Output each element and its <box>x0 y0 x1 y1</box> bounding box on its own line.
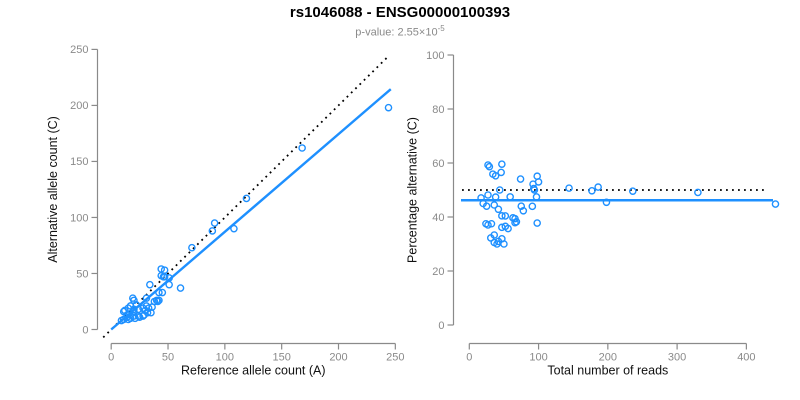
data-point <box>490 201 499 209</box>
data-point <box>528 202 537 211</box>
x-axis-label: Reference allele count (A) <box>181 364 326 378</box>
y-tick-label: 200 <box>70 100 88 112</box>
data-point <box>188 243 196 252</box>
x-tick-label: 200 <box>329 352 347 364</box>
data-point <box>384 103 393 112</box>
data-point <box>495 186 504 194</box>
x-tick-label: 400 <box>737 352 755 364</box>
plot-subtitle: p-value: 2.55×10-5 <box>0 24 800 39</box>
data-point <box>498 212 506 220</box>
data-point <box>497 168 505 177</box>
y-tick-label: 0 <box>438 320 444 332</box>
data-point <box>117 316 126 325</box>
y-tick-label: 0 <box>82 324 88 336</box>
data-point <box>484 161 492 169</box>
data-point <box>142 294 151 302</box>
data-point <box>210 219 219 227</box>
data-point <box>532 193 541 201</box>
x-tick-label: 250 <box>386 352 404 364</box>
pvalue-exponent: -5 <box>437 24 445 33</box>
data-point <box>146 280 154 289</box>
data-point <box>208 227 217 235</box>
data-point <box>155 288 163 297</box>
identity-line <box>102 56 389 338</box>
data-point <box>484 191 492 199</box>
x-tick-label: 100 <box>216 352 234 364</box>
y-tick-label: 80 <box>432 104 444 116</box>
data-point <box>482 202 491 210</box>
x-axis-label: Total number of reads <box>547 364 668 378</box>
data-point <box>485 162 494 171</box>
data-point <box>477 194 485 202</box>
y-axis-label: Alternative allele count (C) <box>46 116 60 263</box>
data-point <box>230 224 238 233</box>
data-point <box>628 187 637 195</box>
y-tick-label: 40 <box>432 212 444 224</box>
data-point <box>517 202 526 210</box>
data-point <box>511 218 519 227</box>
data-point <box>516 175 525 183</box>
data-point <box>771 200 780 208</box>
y-tick-label: 100 <box>426 50 444 62</box>
data-point <box>484 221 492 229</box>
data-point <box>694 188 702 197</box>
data-point <box>565 184 573 192</box>
data-point <box>158 288 167 297</box>
y-tick-label: 150 <box>70 156 88 168</box>
data-point <box>533 219 541 227</box>
y-tick-label: 50 <box>76 268 88 280</box>
data-point <box>501 212 510 220</box>
data-point <box>529 184 538 193</box>
data-point <box>489 170 497 178</box>
x-tick-label: 50 <box>162 352 174 364</box>
data-point <box>506 193 514 201</box>
y-tick-label: 100 <box>70 212 88 224</box>
x-tick-label: 300 <box>668 352 686 364</box>
data-point <box>153 297 162 306</box>
fit-line <box>110 88 392 331</box>
data-point <box>491 193 500 201</box>
x-tick-label: 150 <box>272 352 290 364</box>
y-tick-label: 60 <box>432 158 444 170</box>
data-point <box>594 183 602 191</box>
data-point <box>126 314 135 323</box>
data-point <box>494 205 503 214</box>
data-point <box>128 294 137 302</box>
pvalue-text: p-value: 2.55×10 <box>355 26 438 39</box>
x-tick-label: 0 <box>466 352 472 364</box>
data-point <box>602 198 611 207</box>
data-point <box>147 308 155 317</box>
plot-title: rs1046088 - ENSG00000100393 <box>289 4 511 21</box>
x-tick-label: 100 <box>529 352 547 364</box>
data-point <box>176 284 185 292</box>
y-axis-label: Percentage alternative (C) <box>406 117 420 263</box>
data-point <box>165 280 173 289</box>
data-point <box>490 231 499 239</box>
x-tick-label: 0 <box>108 352 114 364</box>
data-point <box>588 186 596 195</box>
data-point <box>500 240 508 248</box>
data-point <box>498 223 506 232</box>
data-point <box>159 273 168 281</box>
y-tick-label: 250 <box>70 44 88 56</box>
x-tick-label: 200 <box>599 352 617 364</box>
data-point <box>143 308 152 317</box>
y-tick-label: 20 <box>432 266 444 278</box>
data-point <box>498 160 506 168</box>
data-point <box>242 194 251 203</box>
data-point <box>298 144 306 152</box>
data-point <box>155 296 163 305</box>
